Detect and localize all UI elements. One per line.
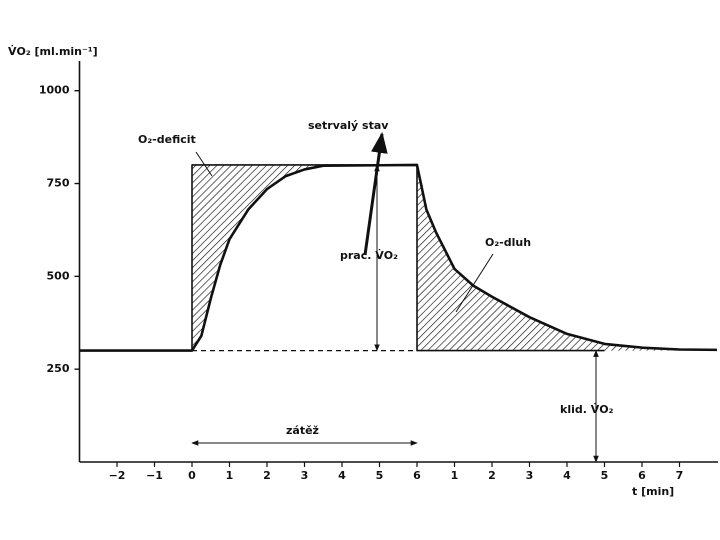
y-axis-label: V̇O₂ [ml.min⁻¹] — [8, 45, 98, 58]
y-tick-label: 500 — [47, 269, 70, 282]
x-tick-label: 6 — [638, 469, 646, 482]
pointer — [195, 151, 213, 177]
deficit-hatch — [192, 164, 417, 351]
x-tick-label: 5 — [376, 469, 384, 482]
arrow — [363, 131, 388, 256]
plot — [79, 163, 718, 463]
x-tick-label: 1 — [451, 469, 459, 482]
y-tick-label: 1000 — [39, 84, 70, 97]
annotation: setrvalý stav — [308, 119, 389, 132]
x-tick-label: 3 — [301, 469, 309, 482]
x-tick-label: 6 — [413, 469, 421, 482]
debt-hatch — [417, 164, 717, 351]
pointer — [455, 253, 494, 313]
annotation: zátěž — [286, 424, 319, 437]
x-tick-label: 2 — [488, 469, 496, 482]
annotation: O₂-dluh — [485, 236, 531, 249]
x-tick-label: 4 — [563, 469, 571, 482]
x-tick-label: 2 — [263, 469, 271, 482]
y-tick-label: 750 — [47, 177, 70, 190]
hatch-layer — [192, 164, 717, 351]
x-tick-label: 1 — [226, 469, 234, 482]
x-tick-label: −2 — [109, 469, 126, 482]
annotation: O₂-deficit — [138, 133, 196, 146]
x-tick-label: 3 — [526, 469, 534, 482]
x-tick-label: 7 — [676, 469, 684, 482]
x-axis-label: t [min] — [632, 485, 674, 498]
x-tick-label: −1 — [146, 469, 163, 482]
y-tick-label: 250 — [47, 362, 70, 375]
x-tick-label: 4 — [338, 469, 346, 482]
annotation: prac. V̇O₂ — [340, 249, 398, 262]
annotation: klid. V̇O₂ — [560, 403, 614, 416]
series-line — [79, 163, 718, 352]
series-line — [191, 164, 605, 352]
x-tick-label: 0 — [188, 469, 196, 482]
x-tick-label: 5 — [601, 469, 609, 482]
